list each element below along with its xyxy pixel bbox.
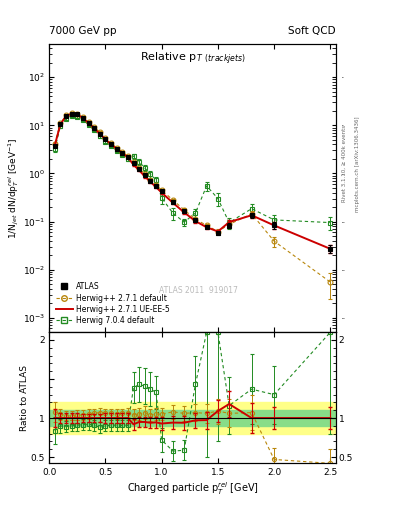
Bar (49, 410, 336, 426)
Text: 7000 GeV pp: 7000 GeV pp (49, 26, 117, 36)
Text: Relative p$_T$ $_{(track jets)}$: Relative p$_T$ $_{(track jets)}$ (140, 51, 246, 67)
Text: Rivet 3.1.10, ≥ 400k events: Rivet 3.1.10, ≥ 400k events (342, 125, 346, 202)
Y-axis label: 1/N$_{jet}$ dN/dp$_T^{rel}$ [GeV$^{-1}$]: 1/N$_{jet}$ dN/dp$_T^{rel}$ [GeV$^{-1}$] (7, 137, 21, 239)
Text: mcplots.cern.ch [arXiv:1306.3436]: mcplots.cern.ch [arXiv:1306.3436] (355, 116, 360, 211)
Text: ATLAS 2011  919017: ATLAS 2011 919017 (159, 286, 238, 294)
Y-axis label: Ratio to ATLAS: Ratio to ATLAS (20, 365, 29, 431)
Bar (49, 402, 336, 434)
Legend: ATLAS, Herwig++ 2.7.1 default, Herwig++ 2.7.1 UE-EE-5, Herwig 7.0.4 default: ATLAS, Herwig++ 2.7.1 default, Herwig++ … (53, 280, 173, 328)
Text: Soft QCD: Soft QCD (288, 26, 336, 36)
X-axis label: Charged particle p$_T^{rel}$ [GeV]: Charged particle p$_T^{rel}$ [GeV] (127, 481, 259, 498)
